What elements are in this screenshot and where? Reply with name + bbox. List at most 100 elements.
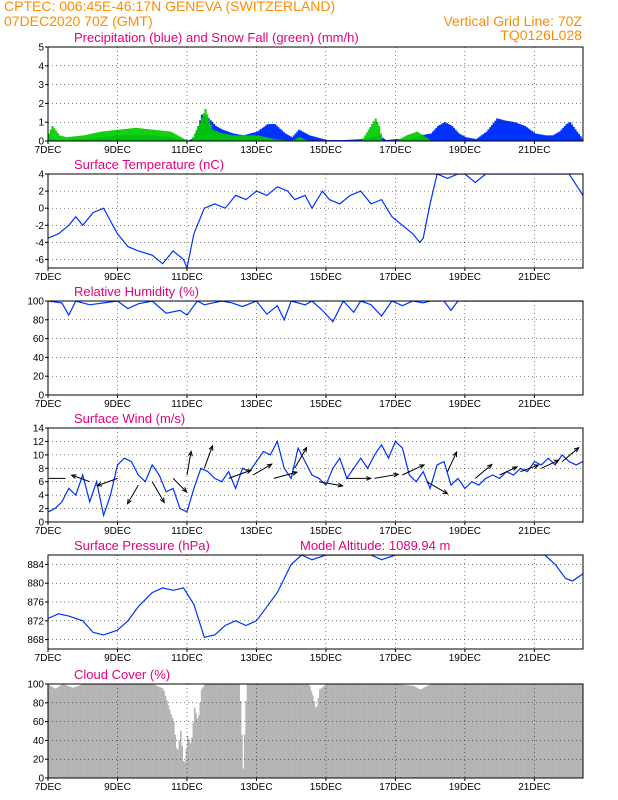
precip-bar [549,135,553,141]
precip-bar [520,124,523,141]
cloud-bar [278,684,281,778]
snow-bar [122,129,125,141]
cloud-bar [394,684,396,778]
location-header: CPTEC: 006:45E-46:17N GENEVA (SWITZERLAN… [4,0,335,14]
precip-bar [291,137,294,141]
cloud-bar [425,686,428,778]
cloud-bar [206,684,209,778]
wind-plot-area [48,439,583,518]
x-tick-label: 21DEC [518,526,550,537]
rh-title: Relative Humidity (%) [74,284,199,299]
y-tick-label: 8 [38,464,44,475]
wind-arrow [499,466,518,476]
cloud-frame [47,683,584,779]
cloud-bar [136,684,139,778]
y-tick-label: 876 [27,598,44,609]
cloud-bar [507,684,510,778]
cloud-bar [282,684,285,778]
precip-bar [190,139,193,141]
snow-bar [119,129,122,141]
y-tick-label: 2 [38,504,44,515]
snow-bar [101,131,105,141]
precip-bar [470,138,473,141]
cloud-bar [66,685,68,778]
wind-arrow [228,469,252,479]
x-tick-label: 17DEC [379,272,411,283]
cloud-plot-area [48,684,583,778]
wind-title: Surface Wind (m/s) [74,411,185,426]
y-tick-label: 880 [27,579,44,590]
cloud-bar [480,684,482,778]
precip-plot-area [48,109,583,141]
wind-arrow [318,481,343,487]
cloud-bar [49,685,51,778]
wind-arrow-head [533,464,540,469]
cloud-bar [77,686,79,778]
cloud-bar [128,684,131,778]
cloud-bar [196,718,199,778]
cloud-bar [96,684,99,778]
snow-bar [148,129,151,141]
snow-bar [160,130,164,141]
cloud-bar [248,684,250,778]
cloud-bar [104,684,107,778]
cloud-bar [70,687,72,778]
precip-bar [266,124,270,141]
cloud-bar [53,687,56,778]
snow-bar [74,136,77,141]
precip-bar [551,135,554,141]
precip-bar [563,125,567,141]
x-tick-label: 13DEC [240,272,272,283]
precip-bar [490,125,494,141]
precip-bar [355,139,358,141]
cloud-bar [325,684,328,778]
wind-arrow-head [208,444,214,451]
cloud-bar [437,684,439,778]
precip-bar [553,134,556,141]
precip-bar [450,125,454,141]
wind-arrow-head [365,475,373,481]
x-tick-label: 19DEC [449,272,481,283]
precip-bar [345,139,348,141]
cloud-bar [573,684,575,778]
y-tick-label: 40 [33,736,45,747]
cloud-bar [421,688,424,778]
cloud-bar [82,684,85,778]
precip-bar [525,127,528,141]
cloud-bar [68,686,71,778]
precip-bar [390,139,393,141]
cloud-bar [123,684,125,778]
cloud-bar [243,734,246,778]
cloud-bar [132,684,135,778]
wind-arrow [447,451,458,472]
precip-bar [322,139,325,141]
snow-bar [183,139,186,141]
cloud-bar [192,722,195,778]
cloud-bar [324,685,327,778]
y-tick-label: 100 [27,680,44,691]
cloud-bar [423,687,425,778]
cloud-bar [362,684,364,778]
cloud-bar [367,684,370,778]
snow-bar [268,137,271,141]
cloud-bar [84,684,86,778]
snow-bar [207,119,211,141]
cloud-bar [168,709,171,778]
precip-bar [544,135,547,141]
cloud-bar [467,684,470,778]
cloud-bar [191,737,193,778]
cloud-bar [56,687,58,778]
rh-plot-area [48,301,583,323]
pres-title-extra: Model Altitude: 1089.94 m [300,538,450,553]
cloud-bar [145,684,147,778]
cloud-bar [435,684,438,778]
precip-bar [435,127,438,141]
x-tick-label: 15DEC [310,145,342,156]
precip-bar [437,125,440,141]
cloud-bar [173,721,175,778]
snow-bar [77,135,80,141]
panel-rh: 0 20 40 60 80 100 7DEC 9DEC 11DEC 13DEC 15DEC 17DEC… [27,284,584,410]
rh-line [48,301,583,323]
y-tick-label: 0 [38,204,44,215]
